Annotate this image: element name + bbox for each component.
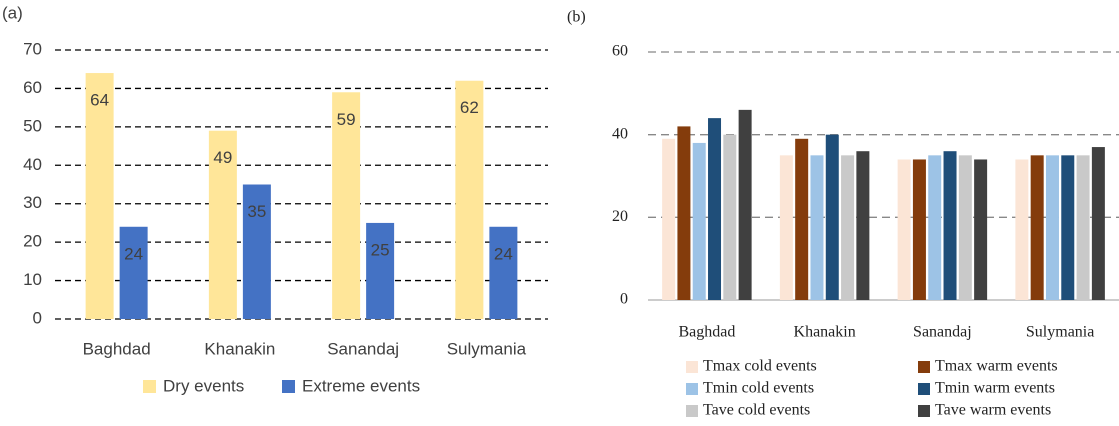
legend-label: Dry events [163, 376, 244, 395]
bar [974, 159, 988, 300]
bar [455, 80, 484, 319]
bar [810, 155, 824, 300]
bar [85, 73, 114, 319]
y-tick-label: 20 [612, 208, 628, 225]
bar [841, 155, 855, 300]
legend-label: Tave warm events [935, 402, 1051, 419]
legend-swatch [686, 361, 698, 373]
bar [489, 226, 518, 319]
bar [856, 151, 870, 300]
y-tick-label: 30 [23, 193, 42, 212]
legend-swatch [918, 361, 930, 373]
bar [795, 138, 809, 300]
bar [366, 222, 395, 319]
panel-label: (a) [2, 3, 23, 22]
x-tick-label: Baghdad [83, 339, 151, 358]
bar [1076, 155, 1090, 300]
bar [825, 134, 839, 300]
data-label: 24 [124, 244, 143, 263]
data-label: 25 [371, 240, 390, 259]
y-tick-label: 60 [23, 78, 42, 97]
data-label: 59 [337, 110, 356, 129]
bar [1061, 155, 1075, 300]
data-label: 64 [90, 91, 109, 110]
panel-label: (b) [567, 9, 586, 26]
data-label: 49 [213, 148, 232, 167]
y-tick-label: 50 [23, 116, 42, 135]
bar [928, 155, 942, 300]
bar [943, 151, 957, 300]
legend-swatch [282, 380, 295, 393]
legend-label: Tmax warm events [935, 358, 1058, 375]
y-tick-label: 0 [620, 291, 628, 308]
legend-swatch [143, 380, 156, 393]
y-tick-label: 60 [612, 43, 628, 60]
data-label: 35 [247, 202, 266, 221]
bar [912, 159, 926, 300]
bar [1045, 155, 1059, 300]
bar [1015, 159, 1029, 300]
x-tick-label: Sanandaj [327, 339, 399, 358]
legend-label: Tmax cold events [703, 358, 817, 375]
y-tick-label: 70 [23, 39, 42, 58]
bar [242, 184, 271, 319]
bar [119, 226, 148, 319]
x-tick-label: Khanakin [204, 339, 275, 358]
x-tick-label: Sulymania [447, 339, 527, 358]
bar [779, 155, 793, 300]
panel-b: (b) 0 20 40 60 Baghdad Khanakin Sanandaj Sulyman… [567, 9, 1119, 419]
legend-swatch [918, 405, 930, 417]
bar [662, 138, 676, 300]
panel-a: (a) 0 10 20 30 40 50 60 70 Baghdad 64 24 Khanakin 49 3… [2, 3, 548, 395]
legend-label: Tmin cold events [703, 380, 814, 397]
bar [208, 130, 237, 319]
bar [738, 109, 752, 300]
x-tick-label: Sulymania [1026, 324, 1094, 341]
legend-label: Tmin warm events [935, 380, 1055, 397]
y-tick-label: 40 [23, 155, 42, 174]
bar [332, 92, 361, 320]
bar [723, 134, 737, 300]
legend-swatch [686, 383, 698, 395]
x-tick-label: Khanakin [794, 324, 856, 341]
y-tick-label: 40 [612, 125, 628, 142]
legend-label: Extreme events [302, 376, 420, 395]
legend-label: Tave cold events [703, 402, 810, 419]
data-label: 24 [494, 244, 513, 263]
bar [677, 126, 691, 301]
legend-swatch [918, 383, 930, 395]
y-tick-label: 20 [23, 232, 42, 251]
y-tick-label: 0 [33, 308, 42, 327]
bar [1091, 147, 1105, 300]
bar [692, 142, 706, 300]
bar [897, 159, 911, 300]
legend-swatch [686, 405, 698, 417]
data-label: 62 [460, 98, 479, 117]
x-tick-label: Baghdad [678, 324, 735, 341]
bar [1030, 155, 1044, 300]
bar [958, 155, 972, 300]
y-tick-label: 10 [23, 270, 42, 289]
bar [708, 118, 722, 300]
x-tick-label: Sanandaj [913, 324, 972, 341]
